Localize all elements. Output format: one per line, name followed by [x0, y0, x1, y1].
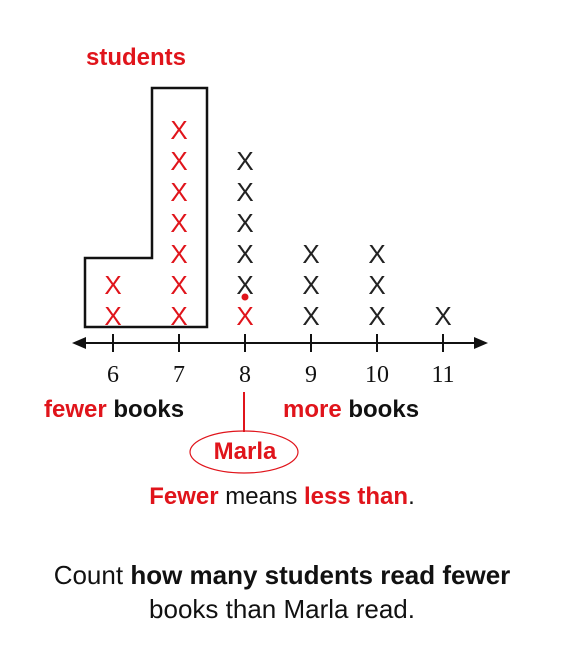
axis-ticks: 6 7 8 9 10 11: [107, 334, 455, 388]
question-text: Count how many students read fewer books…: [0, 558, 564, 626]
definition-period: .: [408, 483, 415, 510]
students-label: students: [86, 44, 187, 71]
marla-oval: [189, 430, 299, 474]
axis-tick-label-6: 6: [107, 362, 119, 388]
x-mark-7-2: X: [170, 270, 187, 300]
question-bold: how many students read fewer: [130, 560, 511, 590]
marla-label: Marla: [213, 438, 277, 465]
axis-tick-label-9: 9: [305, 362, 317, 388]
definition-less-than: less than: [304, 483, 409, 510]
question-line-2: books than Marla read.: [149, 594, 415, 624]
fewer-books-word: books: [113, 396, 185, 423]
x-mark-7-6: X: [170, 146, 187, 176]
x-mark-9-2: X: [302, 270, 319, 300]
x-mark-8-1: X: [236, 301, 253, 331]
x-mark-10-3: X: [368, 239, 385, 269]
fewer-definition: Fewer means less than.: [0, 483, 564, 511]
axis-tick-label-8: 8: [239, 362, 251, 388]
fewer-books-label: fewer books: [44, 396, 184, 424]
students-highlight-outline: [83, 86, 209, 329]
marla-mark-dot: [241, 293, 249, 301]
x-mark-7-5: X: [170, 177, 187, 207]
definition-fewer: Fewer: [149, 483, 219, 510]
x-mark-7-1: X: [170, 301, 187, 331]
x-mark-8-5: X: [236, 177, 253, 207]
x-mark-6-1: X: [104, 301, 121, 331]
x-mark-6-2: X: [104, 270, 121, 300]
axis-tick-label-11: 11: [431, 362, 454, 388]
more-word: more: [283, 396, 342, 423]
marla-dot-icon: [241, 293, 249, 301]
question-line-1: Count how many students read fewer: [0, 558, 564, 592]
x-mark-8-6: X: [236, 146, 253, 176]
more-books-word: books: [348, 396, 420, 423]
x-mark-10-1: X: [368, 301, 385, 331]
x-mark-9-1: X: [302, 301, 319, 331]
definition-means: means: [225, 483, 298, 510]
fewer-word: fewer: [44, 396, 107, 423]
x-mark-8-3: X: [236, 239, 253, 269]
right-arrow-icon: [474, 337, 488, 349]
question-count: Count: [53, 560, 124, 590]
more-books-label: more books: [283, 396, 419, 424]
x-mark-11-1: X: [434, 301, 451, 331]
x-mark-8-2: X: [236, 270, 253, 300]
x-mark-7-3: X: [170, 239, 187, 269]
x-mark-7-7: X: [170, 115, 187, 145]
axis-tick-label-7: 7: [173, 362, 185, 388]
axis-tick-label-10: 10: [365, 362, 389, 388]
left-arrow-icon: [72, 337, 86, 349]
x-mark-9-3: X: [302, 239, 319, 269]
x-mark-7-4: X: [170, 208, 187, 238]
x-mark-8-4: X: [236, 208, 253, 238]
x-mark-10-2: X: [368, 270, 385, 300]
